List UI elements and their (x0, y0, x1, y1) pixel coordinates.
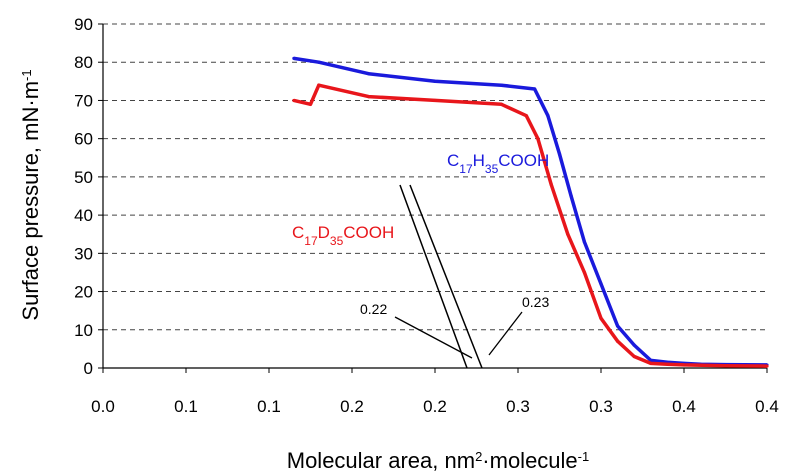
series-1-point-14 (649, 361, 653, 366)
series-0-point-12 (632, 343, 636, 347)
series-1-point-3 (367, 95, 371, 99)
series-label-c17h35cooh: C17H35COOH (447, 151, 549, 176)
y-tick-label-3: 30 (74, 244, 93, 263)
series-1-point-11 (599, 316, 603, 320)
x-tick-label-7: 0.4 (672, 397, 696, 416)
series-0-point-3 (433, 79, 437, 83)
y-tick-label-0: 0 (84, 359, 93, 378)
series-0-point-13 (649, 358, 653, 362)
series-0-point-0 (292, 56, 296, 61)
x-tick-label-3: 0.2 (340, 397, 364, 416)
series-1-point-2 (317, 83, 321, 87)
series-1-point-17 (723, 364, 728, 368)
series-1-point-16 (682, 363, 686, 367)
series-1-point-12 (616, 339, 620, 343)
grid-lines (103, 23, 767, 331)
y-tick-label-5: 50 (74, 168, 93, 187)
series-0-point-5 (533, 87, 537, 91)
series-1-point-10 (582, 270, 587, 275)
x-tick-label-8: 0.4 (755, 397, 779, 416)
series-1-point-1 (308, 102, 313, 106)
series-lines (292, 56, 769, 368)
series-0-point-1 (317, 60, 321, 64)
y-tick-label-8: 80 (74, 53, 93, 72)
tangent-line-h35 (409, 184, 483, 369)
x-axis-title: Molecular area, nm2·molecule-1 (287, 448, 589, 473)
series-1-point-9 (566, 232, 570, 236)
annotation-0-23: 0.23 (522, 294, 549, 310)
y-tick-label-7: 70 (74, 91, 93, 110)
series-0-point-9 (582, 240, 587, 244)
series-0-point-11 (616, 324, 620, 328)
series-0-point-6 (546, 114, 550, 118)
x-tick-label-4: 0.2 (423, 397, 447, 416)
series-0-point-7 (557, 152, 562, 156)
y-tick-label-9: 90 (74, 15, 93, 34)
series-0-point-2 (367, 72, 371, 76)
y-tick-label-4: 40 (74, 206, 93, 225)
series-1-point-7 (536, 137, 540, 141)
annotation-0-22: 0.22 (360, 301, 387, 317)
series-1-point-0 (292, 98, 296, 103)
annotation-arrow-0-22 (394, 316, 473, 359)
series-0-point-8 (569, 194, 573, 198)
annotation-arrows (394, 311, 523, 359)
series-1-point-8 (549, 182, 553, 187)
x-axis-ticks: 0.0 0.1 0.1 0.2 0.2 0.3 0.3 0.4 0.4 (91, 368, 779, 416)
y-axis-title: Surface pressure, mN·m-1 (18, 69, 43, 320)
y-tick-label-2: 20 (74, 283, 93, 302)
tangent-line-d35 (399, 184, 468, 369)
series-line-0 (293, 56, 768, 367)
tangent-lines (399, 184, 483, 369)
x-tick-label-6: 0.3 (589, 397, 613, 416)
series-1-point-18 (765, 364, 769, 368)
x-tick-label-1: 0.1 (174, 397, 198, 416)
y-tick-label-1: 10 (74, 321, 93, 340)
x-tick-label-5: 0.3 (506, 397, 530, 416)
annotation-arrow-0-23 (488, 311, 523, 356)
x-tick-label-2: 0.1 (257, 397, 281, 416)
series-1-point-4 (433, 98, 437, 103)
x-tick-label-0: 0.0 (91, 397, 115, 416)
plot-frame (102, 24, 767, 369)
series-1-point-13 (632, 354, 636, 359)
y-tick-label-6: 60 (74, 130, 93, 149)
y-axis-ticks: 0 10 20 30 40 50 60 70 80 90 (74, 15, 103, 378)
series-0-point-10 (599, 282, 603, 286)
series-label-c17d35cooh: C17D35COOH (292, 223, 394, 248)
series-1-point-15 (665, 362, 670, 366)
series-1-point-6 (524, 114, 528, 118)
series-1-point-5 (499, 102, 503, 106)
series-0-point-4 (499, 83, 503, 87)
